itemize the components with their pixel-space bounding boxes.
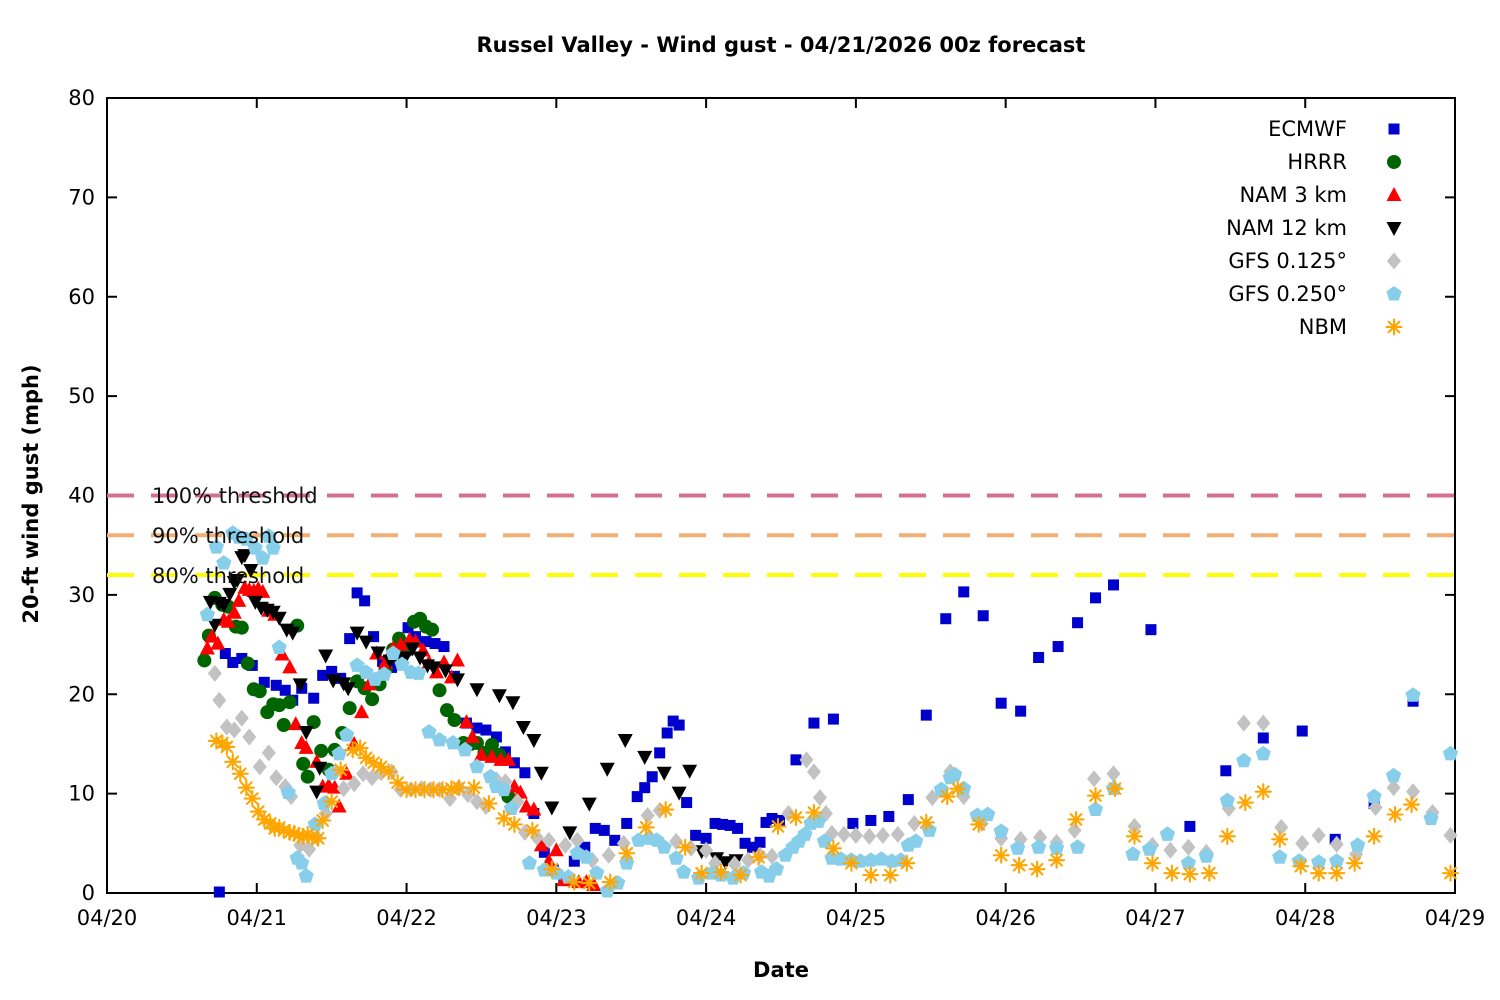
legend-item-gfs0250: GFS 0.250° bbox=[1097, 277, 1441, 310]
legend-item-ecmwf: ECMWF bbox=[1097, 112, 1441, 145]
legend-label: HRRR bbox=[1287, 149, 1347, 174]
triangle-down-marker-icon bbox=[1347, 216, 1441, 240]
svg-text:04/25: 04/25 bbox=[826, 906, 887, 930]
triangle-up-marker-icon bbox=[1347, 183, 1441, 207]
x-axis-label: Date bbox=[753, 958, 809, 982]
legend-label: NAM 12 km bbox=[1226, 215, 1347, 240]
legend-item-nam3km: NAM 3 km bbox=[1097, 178, 1441, 211]
asterisk-marker-icon bbox=[1347, 315, 1441, 339]
svg-text:04/24: 04/24 bbox=[676, 906, 737, 930]
series-nam-12-km bbox=[202, 549, 744, 871]
svg-text:04/29: 04/29 bbox=[1425, 906, 1486, 930]
svg-text:0: 0 bbox=[82, 881, 95, 905]
legend-label: NAM 3 km bbox=[1239, 182, 1347, 207]
svg-text:04/27: 04/27 bbox=[1125, 906, 1186, 930]
threshold-label-90: 90% threshold bbox=[152, 524, 305, 548]
svg-text:30: 30 bbox=[68, 583, 95, 607]
svg-text:04/23: 04/23 bbox=[526, 906, 587, 930]
series-hrrr bbox=[197, 590, 516, 804]
series-ecmwf bbox=[213, 579, 1419, 898]
circle-marker-icon bbox=[1347, 150, 1441, 174]
legend-item-hrrr: HRRR bbox=[1097, 145, 1441, 178]
svg-text:10: 10 bbox=[68, 782, 95, 806]
series-gfs-0-250- bbox=[199, 525, 1459, 898]
threshold-label-100: 100% threshold bbox=[152, 484, 318, 508]
legend-label: NBM bbox=[1298, 314, 1347, 339]
square-marker-icon bbox=[1347, 117, 1441, 141]
legend-item-gfs0125: GFS 0.125° bbox=[1097, 244, 1441, 277]
svg-text:50: 50 bbox=[68, 384, 95, 408]
legend-label: ECMWF bbox=[1268, 116, 1347, 141]
chart-legend: ECMWF HRRR NAM 3 km NAM 12 km GFS 0.125°… bbox=[1097, 112, 1441, 343]
axis-ticks bbox=[106, 97, 1456, 894]
svg-text:70: 70 bbox=[68, 185, 95, 209]
legend-item-nbm: NBM bbox=[1097, 310, 1441, 343]
threshold-label-80: 80% threshold bbox=[152, 564, 305, 588]
legend-item-nam12km: NAM 12 km bbox=[1097, 211, 1441, 244]
svg-text:04/20: 04/20 bbox=[77, 906, 138, 930]
legend-label: GFS 0.125° bbox=[1228, 248, 1347, 273]
svg-text:20: 20 bbox=[68, 682, 95, 706]
chart-title: Russel Valley - Wind gust - 04/21/2026 0… bbox=[476, 33, 1086, 57]
svg-text:80: 80 bbox=[68, 86, 95, 110]
y-axis-label: 20-ft wind gust (mph) bbox=[19, 364, 43, 624]
diamond-marker-icon bbox=[1347, 249, 1441, 273]
svg-text:04/26: 04/26 bbox=[975, 906, 1036, 930]
svg-text:40: 40 bbox=[68, 484, 95, 508]
series-nbm bbox=[207, 732, 1460, 892]
svg-text:04/22: 04/22 bbox=[376, 906, 437, 930]
series-nam-3-km bbox=[199, 579, 602, 892]
y-tick-labels: 0 10 20 30 40 50 60 70 80 bbox=[68, 86, 95, 905]
legend-label: GFS 0.250° bbox=[1228, 281, 1347, 306]
x-tick-labels: 04/20 04/21 04/22 04/23 04/24 04/25 04/26 04/27… bbox=[77, 906, 1486, 930]
pentagon-marker-icon bbox=[1347, 282, 1441, 306]
svg-text:04/21: 04/21 bbox=[227, 906, 288, 930]
svg-text:60: 60 bbox=[68, 285, 95, 309]
svg-text:04/28: 04/28 bbox=[1275, 906, 1336, 930]
